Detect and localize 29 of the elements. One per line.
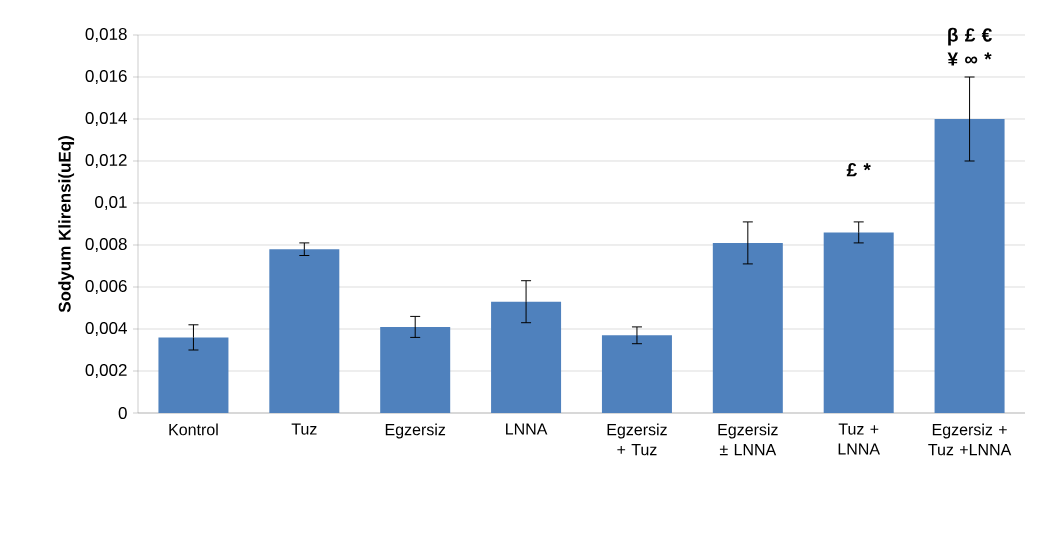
bar — [934, 119, 1005, 413]
x-tick-label: Egzersiz — [385, 423, 446, 439]
x-tick-label: Tuz — [291, 423, 317, 435]
x-tick-label: Egzersiz + Tuz — [607, 423, 667, 456]
bar — [491, 301, 562, 413]
y-tick-label: 0,006 — [85, 279, 127, 295]
y-tick-label: 0,002 — [85, 363, 127, 379]
bar — [712, 242, 783, 413]
y-tick-label: 0,016 — [85, 69, 127, 85]
annotation: β £ € ¥ ∞ * — [947, 27, 992, 66]
y-tick-label: 0 — [118, 406, 127, 420]
y-tick-label: 0,012 — [85, 153, 127, 169]
y-axis-title: Sodyum Klirensi(uEq) — [58, 136, 75, 313]
x-tick-label: Tuz + LNNA — [838, 423, 880, 455]
bar — [601, 335, 672, 413]
bar — [380, 326, 451, 413]
annotation: £ * — [846, 163, 871, 177]
x-tick-label: Egzersiz + Tuz +LNNA — [928, 423, 1012, 456]
x-tick-label: LNNA — [506, 423, 548, 435]
y-tick-label: 0,008 — [85, 237, 127, 253]
bar — [158, 337, 229, 413]
y-tick-label: 0,018 — [85, 27, 127, 43]
bar — [823, 232, 894, 413]
y-tick-label: 0,014 — [85, 111, 127, 127]
y-tick-label: 0,004 — [85, 321, 127, 337]
y-tick-label: 0,01 — [95, 195, 127, 211]
x-tick-label: Kontrol — [169, 423, 218, 436]
bar — [269, 249, 340, 413]
x-tick-label: Egzersiz ± LNNA — [718, 423, 778, 456]
